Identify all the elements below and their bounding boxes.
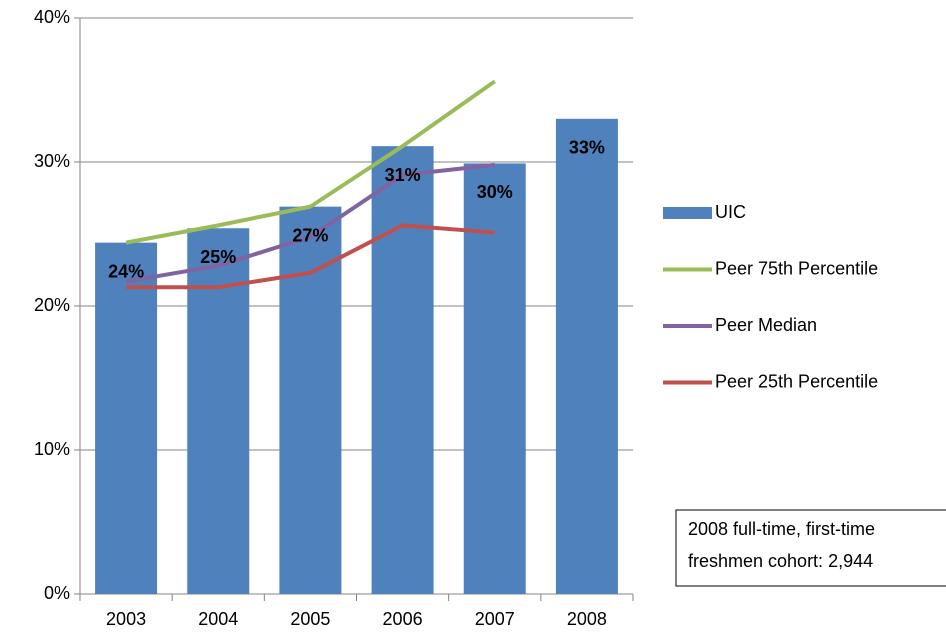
x-tick-label: 2004 [198,609,238,629]
legend-swatch [663,207,712,219]
line [126,223,495,290]
legend-label: Peer Median [715,315,817,335]
x-tick-label: 2007 [475,609,515,629]
legend-label: UIC [715,202,746,222]
bar [279,206,342,594]
x-tick-label: 2008 [567,609,607,629]
y-tick-label: 40% [34,7,70,27]
bar [463,163,526,594]
data-label: 33% [569,138,605,158]
line [125,79,496,245]
legend-label: Peer 75th Percentile [715,258,878,278]
y-tick-label: 10% [34,439,70,459]
data-label: 24% [108,261,144,281]
bar [371,146,434,594]
x-tick-label: 2005 [290,609,330,629]
legend-label: Peer 25th Percentile [715,371,878,391]
annotation-box [675,509,946,587]
x-tick-label: 2003 [106,609,146,629]
annotation: 2008 full-time, first-time [688,519,875,539]
data-label: 31% [385,165,421,185]
annotation: freshmen cohort: 2,944 [688,551,873,571]
bar [555,118,618,595]
data-label: 27% [292,225,328,245]
data-label: 25% [200,247,236,267]
line [125,162,495,284]
bar [95,242,158,594]
y-tick-label: 20% [34,295,70,315]
x-tick-label: 2006 [383,609,423,629]
y-tick-label: 30% [34,151,70,171]
y-tick-label: 0% [44,583,70,603]
data-label: 30% [477,182,513,202]
